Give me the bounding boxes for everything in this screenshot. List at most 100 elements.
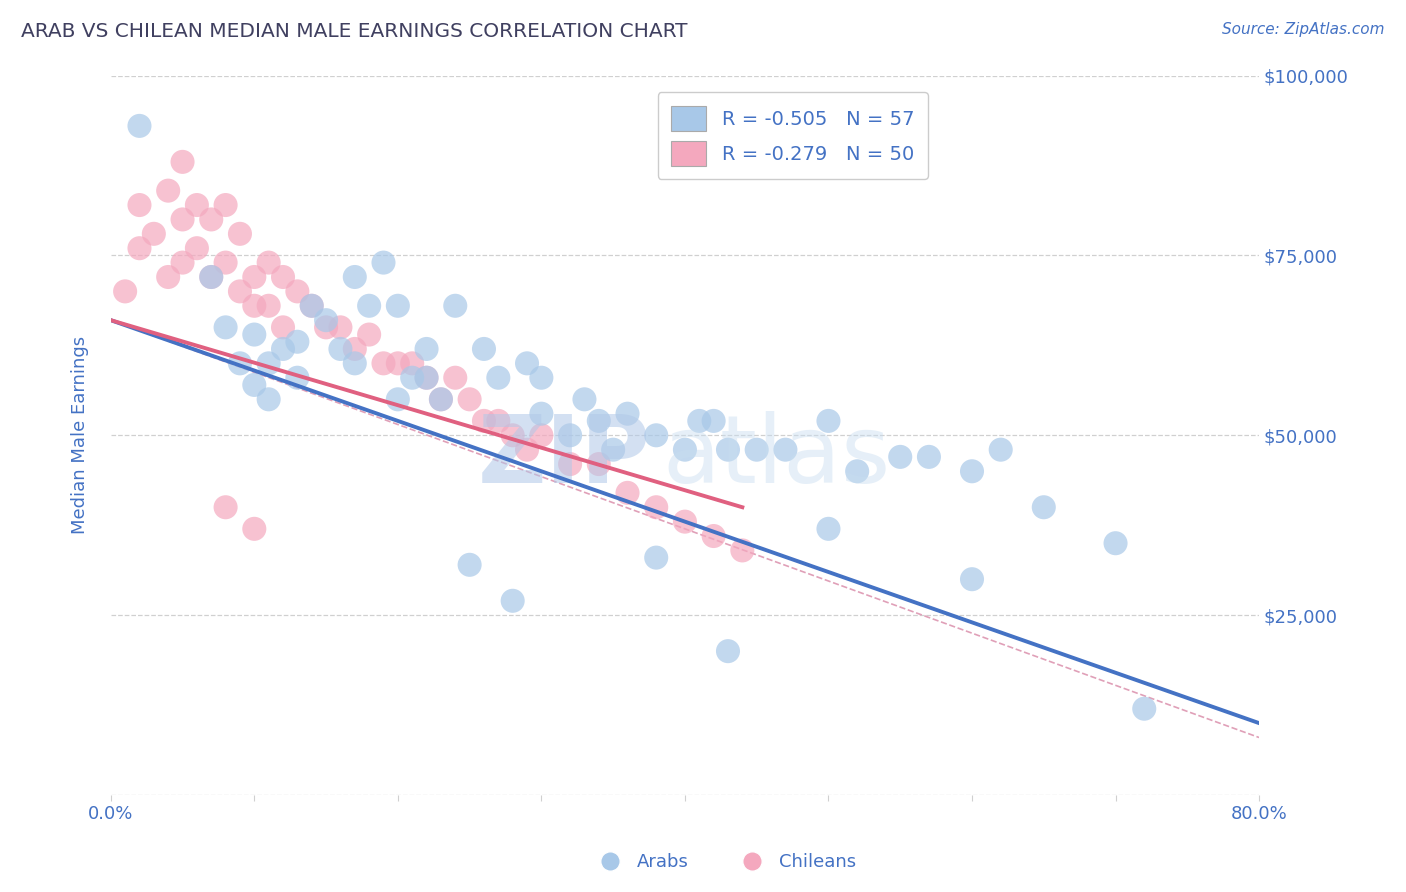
Point [359,327,381,342]
Point [128,119,150,133]
Point [373,255,395,269]
Point [343,270,366,285]
Point [717,644,740,658]
Point [243,378,266,392]
Point [486,370,509,384]
Point [401,356,423,370]
Point [745,442,768,457]
Point [387,356,409,370]
Point [990,442,1012,457]
Point [717,442,740,457]
Point [359,299,381,313]
Point [688,414,710,428]
Point [502,428,524,442]
Point [703,414,725,428]
Point [444,370,467,384]
Point [1104,536,1126,550]
Legend: R = -0.505   N = 57, R = -0.279   N = 50: R = -0.505 N = 57, R = -0.279 N = 50 [658,93,928,179]
Y-axis label: Median Male Earnings: Median Male Earnings [72,336,89,534]
Point [645,550,668,565]
Point [373,356,395,370]
Point [602,442,624,457]
Point [214,500,236,515]
Point [645,500,668,515]
Point [616,407,638,421]
Point [472,342,495,356]
Point [257,356,280,370]
Point [172,255,194,269]
Point [530,407,553,421]
Point [588,414,610,428]
Legend: Arabs, Chileans: Arabs, Chileans [585,847,863,879]
Point [415,370,437,384]
Point [214,255,236,269]
Point [329,342,352,356]
Point [960,464,983,478]
Point [301,299,323,313]
Point [329,320,352,334]
Point [229,285,252,299]
Point [458,558,481,572]
Point [243,270,266,285]
Point [516,442,538,457]
Point [731,543,754,558]
Point [502,594,524,608]
Point [415,370,437,384]
Point [846,464,869,478]
Point [172,154,194,169]
Point [960,572,983,586]
Point [703,529,725,543]
Point [142,227,165,241]
Point [315,313,337,327]
Point [430,392,453,407]
Point [918,450,941,464]
Text: ARAB VS CHILEAN MEDIAN MALE EARNINGS CORRELATION CHART: ARAB VS CHILEAN MEDIAN MALE EARNINGS COR… [21,22,688,41]
Point [128,241,150,255]
Point [214,198,236,212]
Point [530,370,553,384]
Point [114,285,136,299]
Point [271,320,294,334]
Point [315,320,337,334]
Point [157,184,180,198]
Point [257,392,280,407]
Point [516,356,538,370]
Text: ZIP: ZIP [478,411,651,503]
Point [430,392,453,407]
Point [257,255,280,269]
Point [817,522,839,536]
Point [558,457,581,471]
Point [673,515,696,529]
Point [401,370,423,384]
Point [387,299,409,313]
Point [200,270,222,285]
Point [287,370,309,384]
Point [343,342,366,356]
Point [558,428,581,442]
Text: atlas: atlas [662,411,890,503]
Point [458,392,481,407]
Point [486,414,509,428]
Point [1032,500,1054,515]
Text: Source: ZipAtlas.com: Source: ZipAtlas.com [1222,22,1385,37]
Point [172,212,194,227]
Point [214,320,236,334]
Point [817,414,839,428]
Point [444,299,467,313]
Point [530,428,553,442]
Point [186,241,208,255]
Point [343,356,366,370]
Point [243,327,266,342]
Point [287,285,309,299]
Point [271,342,294,356]
Point [673,442,696,457]
Point [128,198,150,212]
Point [271,270,294,285]
Point [574,392,596,407]
Point [200,212,222,227]
Point [287,334,309,349]
Point [616,486,638,500]
Point [775,442,797,457]
Point [243,522,266,536]
Point [243,299,266,313]
